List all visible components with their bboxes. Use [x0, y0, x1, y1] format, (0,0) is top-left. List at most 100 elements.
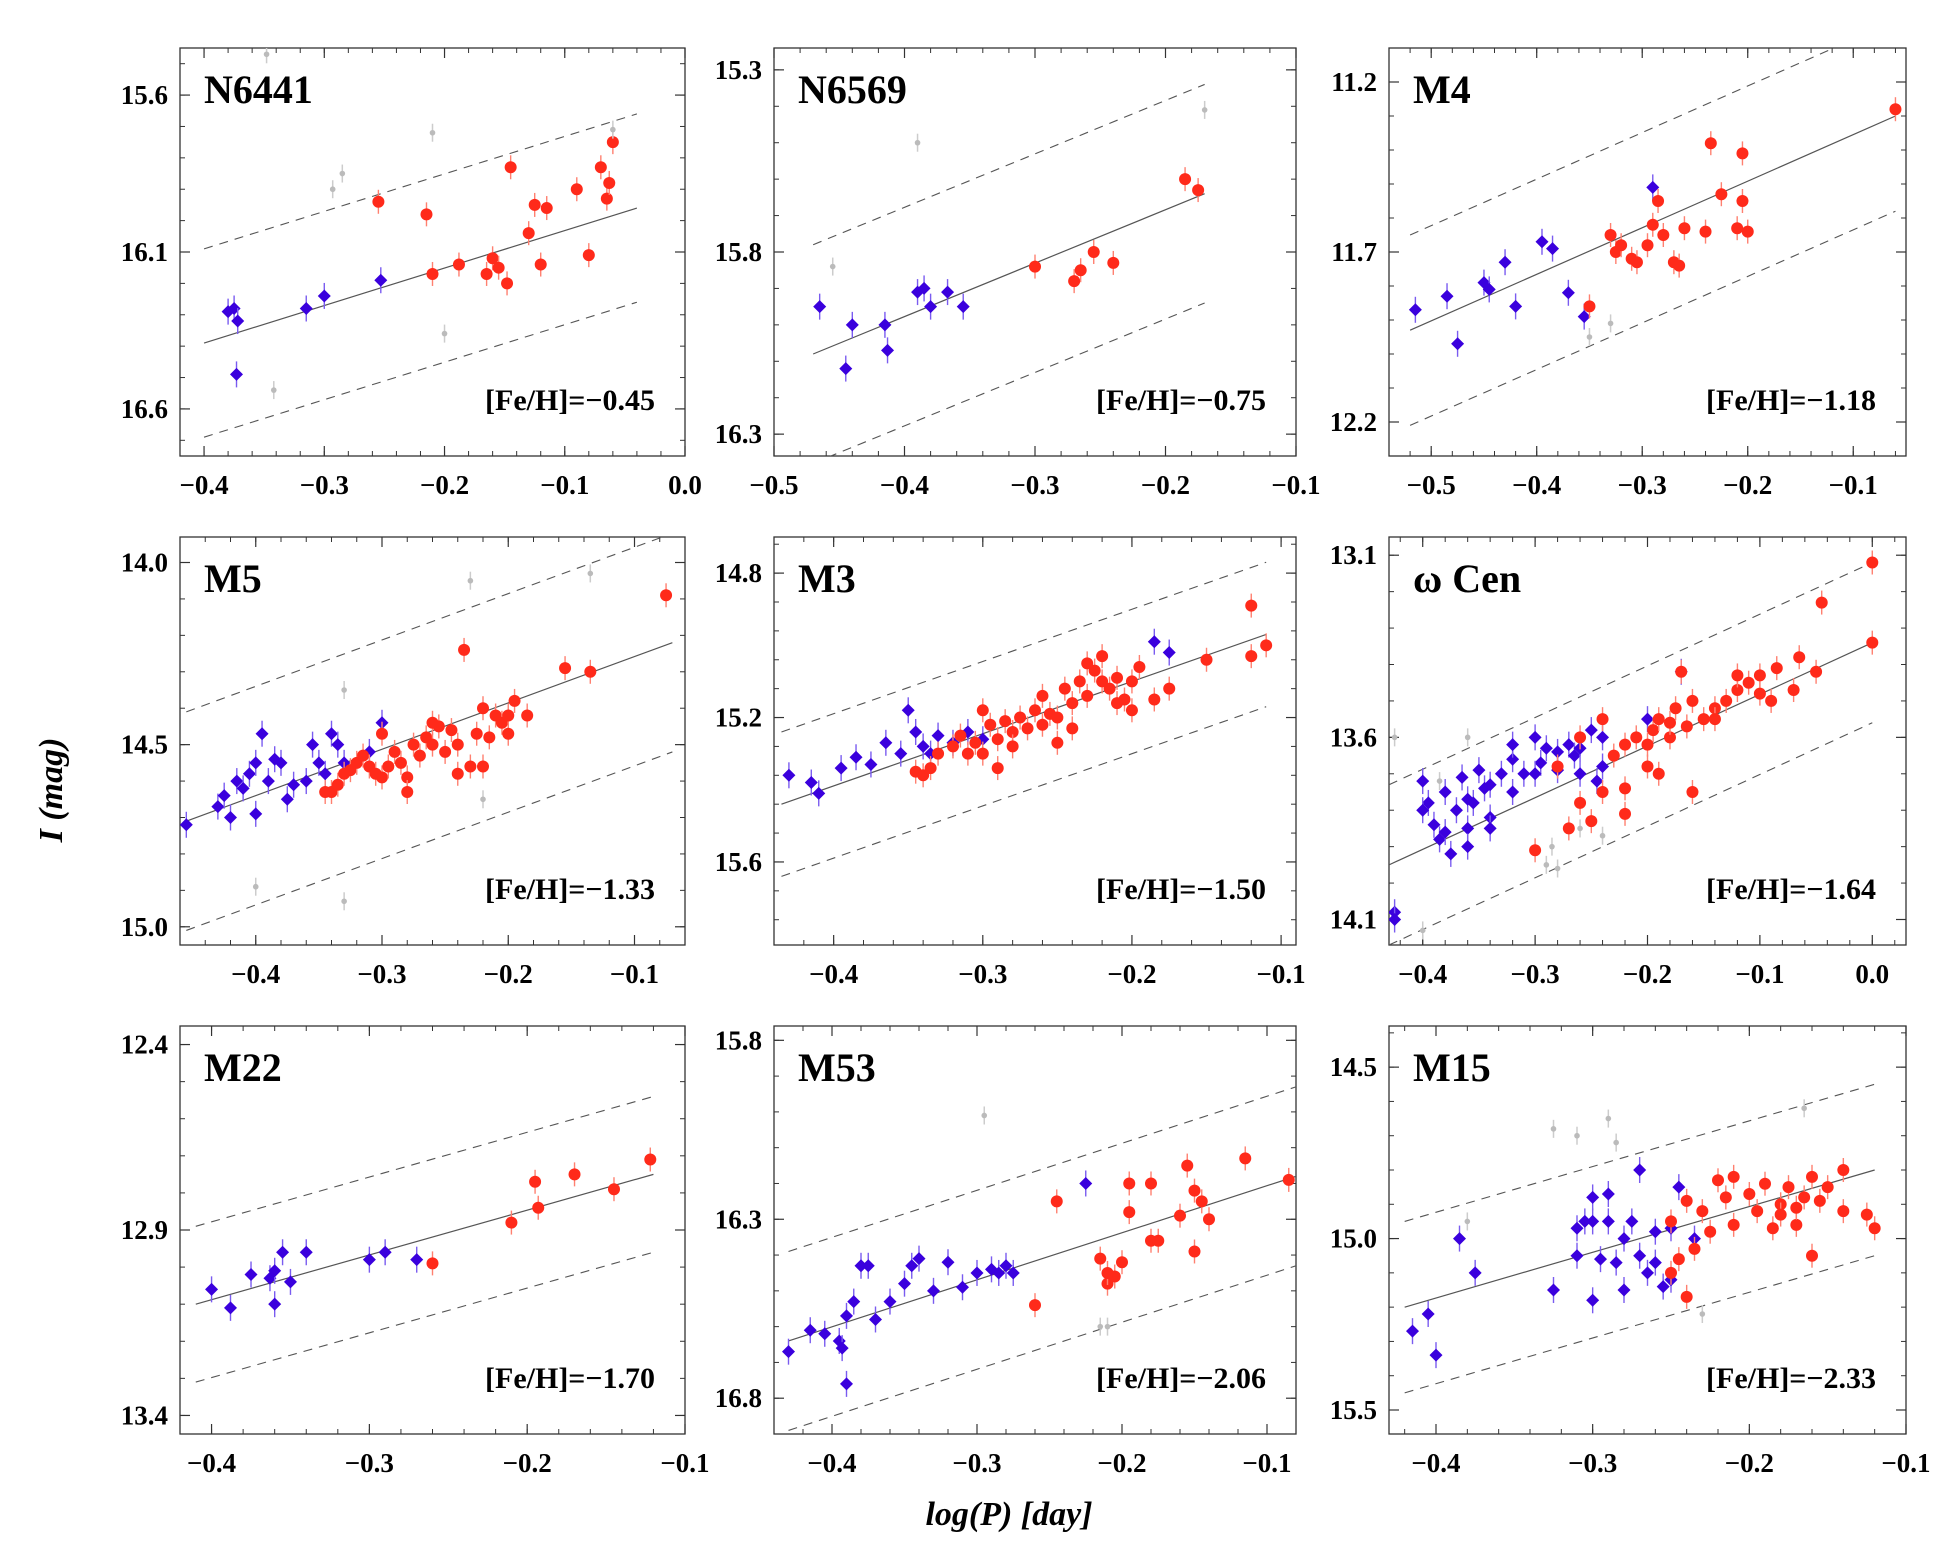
x-tick-label: −0.2: [503, 1448, 552, 1478]
rrc-point: [318, 767, 332, 781]
rrab-point: [1551, 760, 1564, 773]
rrc-point: [1601, 1214, 1615, 1228]
rrab-point: [1200, 653, 1213, 666]
y-tick-label: 14.5: [1330, 1052, 1377, 1082]
x-tick-label: −0.2: [1097, 1448, 1146, 1478]
rrc-point: [835, 1341, 849, 1355]
outlier-point: [981, 1112, 988, 1119]
metallicity-label: [Fe/H]=−1.70: [485, 1362, 655, 1395]
rrab-point: [1815, 596, 1828, 609]
outlier-point: [1554, 865, 1561, 872]
rrab-point: [1094, 1252, 1107, 1265]
outlier-point: [1550, 1126, 1557, 1132]
rrc-point: [1547, 1283, 1560, 1297]
rrab-point: [1088, 664, 1101, 677]
rrab-point: [426, 716, 439, 729]
rrc-point: [854, 1259, 868, 1273]
rrab-point: [1066, 722, 1079, 735]
rrab-point: [1641, 738, 1654, 751]
rrab-point: [1727, 1218, 1740, 1231]
rrc-point: [1594, 1252, 1607, 1266]
rrc-point: [224, 811, 237, 824]
rrab-point: [954, 729, 967, 742]
rrab-point: [1607, 749, 1620, 762]
rrab-point: [1188, 1184, 1201, 1197]
panel-5: −0.4 −0.3 −0.2 −0.1 14.8 15.2 15.6 M3 [Fe/H]=−1.…: [715, 536, 1306, 989]
panel-title: N6441: [204, 67, 313, 112]
rrc-point: [211, 800, 225, 814]
rrc-point: [1617, 1283, 1631, 1297]
fit-line: [788, 1175, 1296, 1342]
rrc-point: [999, 1259, 1013, 1273]
rrab-point: [1673, 259, 1686, 272]
rrc-point: [1483, 821, 1497, 835]
outlier-point: [1201, 107, 1208, 113]
rrc-point: [840, 1377, 853, 1391]
rrc-point: [813, 300, 827, 314]
rrc-point: [1006, 1266, 1020, 1280]
rrc-point: [1601, 1187, 1615, 1201]
rrab-point: [1029, 260, 1041, 273]
plot-area: [1389, 550, 1879, 945]
rrab-point: [584, 665, 597, 678]
rrc-point: [1586, 1293, 1600, 1307]
rrc-point: [834, 761, 848, 775]
rrc-point: [274, 756, 288, 770]
rrc-point: [1506, 752, 1520, 766]
rrab-point: [1787, 684, 1800, 696]
x-tick-label: −0.2: [1141, 470, 1190, 500]
rrc-point: [1551, 745, 1565, 759]
plot-area: [1404, 1083, 1881, 1394]
rrab-point: [1774, 1208, 1787, 1221]
x-tick-label: −0.3: [1568, 1448, 1617, 1478]
rrab-point: [1619, 738, 1632, 751]
outlier-point: [1801, 1105, 1807, 1112]
rrc-point: [280, 792, 294, 806]
x-axis-label: log(P) [day]: [925, 1496, 1092, 1533]
rrab-point: [1529, 844, 1542, 857]
lower-band-line: [781, 706, 1267, 877]
rrab-point: [969, 736, 982, 749]
rrab-point: [1798, 1191, 1811, 1204]
outlier-point: [263, 51, 270, 58]
x-tick-label: −0.2: [1623, 959, 1672, 989]
rrc-point: [941, 285, 955, 299]
rrab-point: [559, 662, 572, 675]
rrc-point: [1472, 763, 1486, 777]
y-tick-label: 16.8: [715, 1383, 762, 1413]
rrab-point: [1751, 1205, 1764, 1218]
plot-area: [195, 1095, 657, 1383]
fit-line: [195, 1173, 654, 1305]
rrab-point: [1641, 760, 1654, 773]
x-tick-label: −0.1: [1257, 959, 1306, 989]
panel-title: N6569: [798, 67, 907, 112]
rrc-point: [362, 1253, 376, 1267]
rrab-point: [1699, 225, 1712, 238]
rrab-point: [1133, 660, 1146, 673]
rrab-point: [528, 198, 541, 211]
metallicity-label: [Fe/H]=−2.06: [1096, 1362, 1266, 1395]
rrc-point: [1438, 825, 1452, 839]
plot-area: [180, 537, 673, 931]
lower-band-line: [1409, 210, 1896, 426]
y-tick-label: 12.9: [121, 1215, 168, 1245]
rrab-point: [452, 258, 465, 271]
rrab-point: [1770, 662, 1783, 675]
rrc-point: [941, 1255, 955, 1269]
y-tick-label: 15.8: [715, 1025, 762, 1055]
rrab-point: [1081, 657, 1094, 670]
x-tick-label: −0.2: [1725, 1448, 1774, 1478]
rrc-point: [912, 1252, 926, 1266]
fit-line: [812, 193, 1205, 355]
rrab-point: [1753, 669, 1766, 682]
rrab-point: [501, 277, 514, 290]
rrc-point: [283, 1275, 297, 1289]
rrc-point: [840, 1309, 853, 1323]
rrab-point: [1688, 1242, 1701, 1255]
rrc-point: [782, 1345, 795, 1359]
x-tick-label: −0.3: [345, 1448, 394, 1478]
rrab-point: [1145, 1177, 1157, 1190]
rrab-point: [582, 249, 595, 262]
rrc-point: [1672, 1180, 1686, 1194]
outlier-point: [587, 570, 594, 577]
